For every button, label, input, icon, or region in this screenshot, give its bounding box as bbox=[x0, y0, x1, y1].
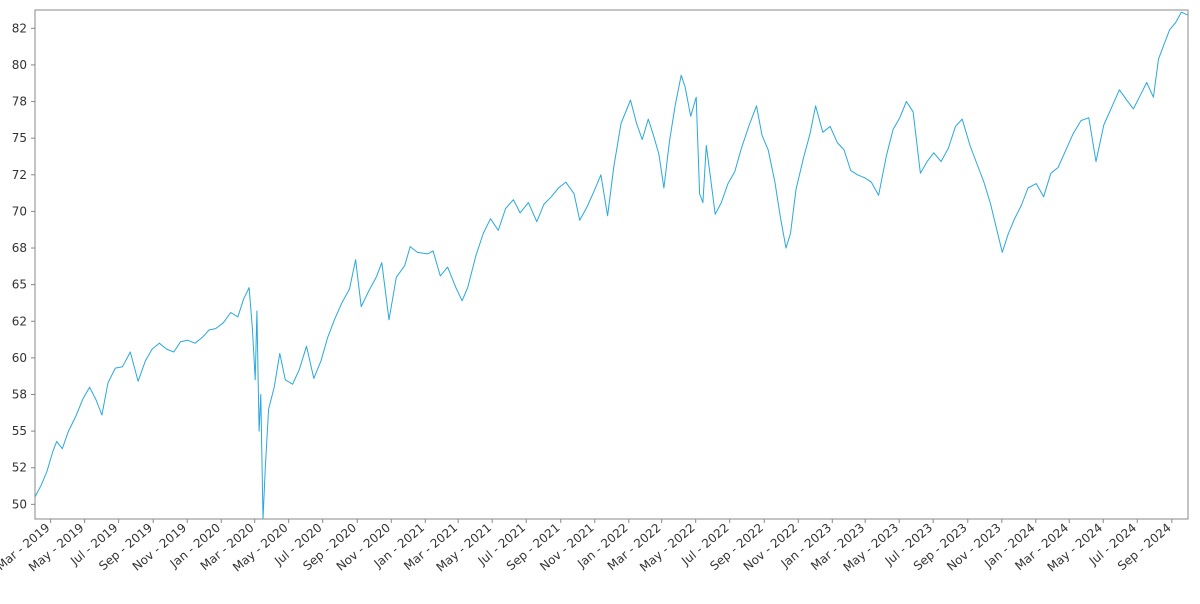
series-layer bbox=[34, 11, 1189, 520]
y-tick-label: 75 bbox=[12, 131, 27, 145]
y-tick-label: 70 bbox=[12, 204, 27, 218]
y-tick-label: 65 bbox=[12, 278, 27, 292]
y-tick-label: 82 bbox=[12, 21, 27, 35]
y-tick-label: 52 bbox=[12, 461, 27, 475]
y-tick-label: 58 bbox=[12, 387, 27, 401]
y-tick-label: 50 bbox=[12, 497, 27, 511]
y-tick-label: 68 bbox=[12, 241, 27, 255]
y-tick-label: 60 bbox=[12, 351, 27, 365]
series-line bbox=[34, 11, 1189, 520]
plot-area-frame bbox=[34, 9, 1189, 520]
y-tick-label: 62 bbox=[12, 314, 27, 328]
y-axis: 50 52 55 58 60 62 65 68 70 72 75 78 80 82 bbox=[12, 21, 35, 511]
y-tick-label: 55 bbox=[12, 424, 27, 438]
y-tick-label: 78 bbox=[12, 95, 27, 109]
y-tick-label: 80 bbox=[12, 58, 27, 72]
y-tick-label: 72 bbox=[12, 168, 27, 182]
